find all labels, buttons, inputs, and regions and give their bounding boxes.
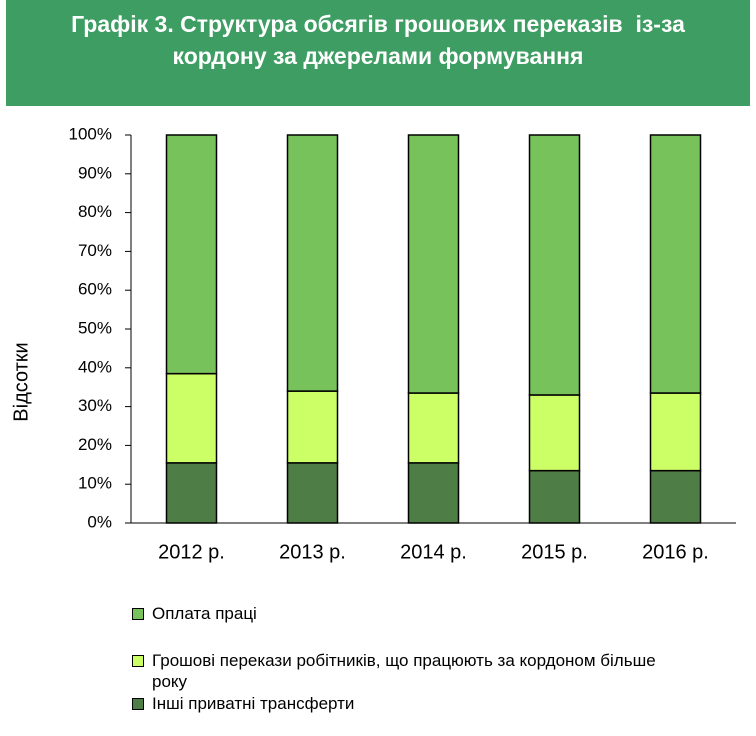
bar-segment	[407, 134, 460, 394]
legend-label: Інші приватні трансферти	[152, 694, 355, 713]
legend-swatch	[132, 655, 144, 667]
bar-segment	[407, 462, 460, 524]
bar-segment	[407, 392, 460, 464]
bar-segment	[649, 469, 702, 524]
x-tick-label: 2013 р.	[279, 541, 346, 563]
y-tick-label: 20%	[78, 435, 112, 454]
y-axis-label: Відсотки	[10, 342, 32, 421]
legend-swatch	[132, 698, 144, 710]
bar-segment	[165, 462, 218, 524]
bar-segment	[165, 134, 218, 375]
y-tick-label: 100%	[69, 124, 112, 143]
x-tick-label: 2016 р.	[642, 541, 709, 563]
bar-segment	[286, 134, 339, 392]
y-tick-label: 60%	[78, 280, 112, 299]
y-tick-label: 40%	[78, 357, 112, 376]
legend-label: Оплата праці	[152, 604, 257, 623]
y-tick-label: 70%	[78, 241, 112, 260]
legend-item: Оплата праці	[132, 603, 692, 624]
y-tick-label: 90%	[78, 163, 112, 182]
bar-segment	[528, 469, 581, 524]
y-tick-label: 10%	[78, 474, 112, 493]
y-tick-label: 30%	[78, 396, 112, 415]
x-tick-label: 2012 р.	[158, 541, 225, 563]
title-line: Графік 3. Структура обсягів грошових пер…	[71, 11, 685, 37]
x-tick-label: 2015 р.	[521, 541, 588, 563]
bar-segment	[286, 390, 339, 464]
bar-segment	[649, 134, 702, 394]
x-tick-label: 2014 р.	[400, 541, 467, 563]
y-tick-label: 0%	[87, 512, 112, 531]
legend-label: Грошові перекази робітників, що працюють…	[152, 651, 656, 691]
bar-segment	[649, 392, 702, 472]
header: Графік 3. Структура обсягів грошових пер…	[6, 0, 750, 106]
bar-segment	[286, 462, 339, 524]
y-tick-label: 80%	[78, 202, 112, 221]
bar-segment	[528, 394, 581, 472]
y-tick-label: 50%	[78, 318, 112, 337]
title-line: кордону за джерелами формування	[172, 43, 584, 69]
legend-swatch	[132, 608, 144, 620]
legend-item: Інші приватні трансферти	[132, 693, 692, 714]
legend-item: Грошові перекази робітників, що працюють…	[132, 650, 692, 692]
bar-segment	[165, 372, 218, 464]
bar-segment	[528, 134, 581, 396]
